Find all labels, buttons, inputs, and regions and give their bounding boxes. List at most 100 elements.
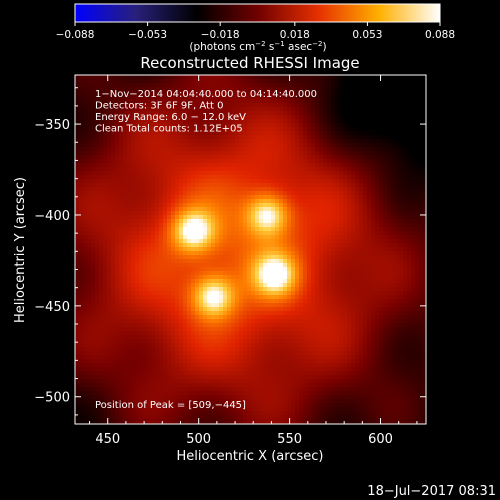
heatmap-cell [271, 287, 276, 292]
heatmap-cell [143, 279, 148, 284]
heatmap-cell [163, 191, 168, 196]
heatmap-cell [187, 263, 192, 268]
heatmap-cell [139, 299, 144, 304]
heatmap-cell [319, 119, 324, 124]
heatmap-cell [223, 223, 228, 228]
heatmap-cell [235, 223, 240, 228]
heatmap-cell [295, 271, 300, 276]
heatmap-cell [223, 175, 228, 180]
heatmap-cell [287, 251, 292, 256]
heatmap-cell [371, 119, 376, 124]
heatmap-cell [319, 287, 324, 292]
heatmap-cell [163, 211, 168, 216]
heatmap-cell [131, 103, 136, 108]
heatmap-cell [275, 147, 280, 152]
heatmap-cell [327, 223, 332, 228]
heatmap-cell [379, 75, 384, 80]
heatmap-cell [363, 267, 368, 272]
heatmap-cell [183, 171, 188, 176]
heatmap-cell [399, 267, 404, 272]
heatmap-cell [227, 171, 232, 176]
heatmap-cell [83, 111, 88, 116]
heatmap-cell [343, 187, 348, 192]
heatmap-cell [419, 91, 424, 96]
heatmap-cell [379, 239, 384, 244]
heatmap-cell [215, 231, 220, 236]
heatmap-cell [291, 183, 296, 188]
heatmap-cell [223, 147, 228, 152]
colorbar [74, 3, 441, 23]
heatmap-cell [391, 231, 396, 236]
heatmap-cell [363, 275, 368, 280]
heatmap-cell [391, 147, 396, 152]
heatmap-cell [207, 183, 212, 188]
heatmap-cell [247, 259, 252, 264]
heatmap-cell [367, 239, 372, 244]
heatmap-cell [191, 183, 196, 188]
heatmap-cell [339, 163, 344, 168]
heatmap-cell [231, 239, 236, 244]
heatmap-cell [383, 235, 388, 240]
heatmap-cell [159, 203, 164, 208]
heatmap-cell [251, 139, 256, 144]
heatmap-cell [195, 271, 200, 276]
heatmap-cell [287, 167, 292, 172]
heatmap-cell [207, 255, 212, 260]
heatmap-cell [251, 247, 256, 252]
heatmap-cell [111, 251, 116, 256]
heatmap-cell [299, 255, 304, 260]
heatmap-cell [279, 147, 284, 152]
heatmap-cell [115, 175, 120, 180]
heatmap-cell [123, 187, 128, 192]
heatmap-cell [195, 163, 200, 168]
heatmap-cell [203, 171, 208, 176]
heatmap-cell [391, 87, 396, 92]
heatmap-cell [295, 159, 300, 164]
heatmap-cell [251, 183, 256, 188]
heatmap-cell [115, 231, 120, 236]
heatmap-cell [191, 171, 196, 176]
heatmap-cell [219, 223, 224, 228]
heatmap-cell [151, 95, 156, 100]
heatmap-cell [299, 247, 304, 252]
heatmap-cell [167, 207, 172, 212]
heatmap-cell [387, 219, 392, 224]
heatmap-cell [159, 195, 164, 200]
heatmap-cell [307, 171, 312, 176]
heatmap-cell [191, 111, 196, 116]
heatmap-cell [239, 235, 244, 240]
heatmap-cell [355, 183, 360, 188]
heatmap-cell [239, 259, 244, 264]
heatmap-cell [323, 127, 328, 132]
heatmap-cell [279, 207, 284, 212]
heatmap-cell [207, 175, 212, 180]
heatmap-cell [75, 251, 80, 256]
heatmap-cell [111, 143, 116, 148]
heatmap-cell [123, 127, 128, 132]
heatmap-cell [131, 183, 136, 188]
heatmap-cell [191, 151, 196, 156]
heatmap-cell [171, 291, 176, 296]
heatmap-cell [295, 163, 300, 168]
heatmap-cell [251, 299, 256, 304]
heatmap-cell [407, 291, 412, 296]
heatmap-cell [339, 195, 344, 200]
heatmap-cell [115, 239, 120, 244]
heatmap-cell [383, 187, 388, 192]
heatmap-cell [391, 263, 396, 268]
heatmap-cell [355, 223, 360, 228]
heatmap-cell [203, 139, 208, 144]
heatmap-cell [287, 283, 292, 288]
heatmap-cell [291, 219, 296, 224]
heatmap-cell [219, 283, 224, 288]
heatmap-cell [403, 291, 408, 296]
heatmap-cell [379, 183, 384, 188]
heatmap-cell [119, 159, 124, 164]
heatmap-cell [423, 107, 426, 112]
heatmap-cell [91, 267, 96, 272]
heatmap-cell [327, 79, 332, 84]
heatmap-cell [143, 223, 148, 228]
heatmap-cell [151, 103, 156, 108]
heatmap-cell [375, 267, 380, 272]
heatmap-cell [395, 175, 400, 180]
